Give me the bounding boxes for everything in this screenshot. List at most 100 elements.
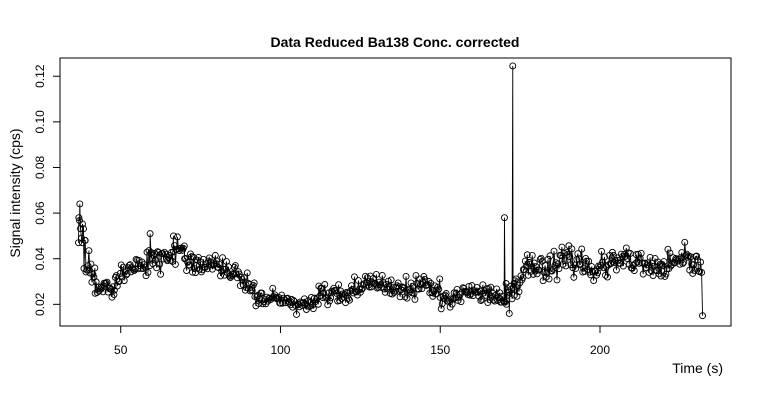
data-point (641, 259, 649, 267)
data-point (507, 285, 515, 293)
data-point (145, 247, 153, 254)
data-point (465, 282, 473, 290)
data-point (533, 270, 541, 278)
data-point (540, 268, 548, 276)
data-point (228, 270, 236, 278)
data-point (612, 266, 620, 274)
data-point (258, 289, 266, 297)
data-point (180, 242, 188, 250)
data-point (77, 225, 84, 233)
data-point (521, 257, 529, 265)
data-point (423, 281, 431, 289)
data-point (481, 287, 489, 295)
y-tick-label: 0.10 (33, 110, 47, 134)
data-point (640, 260, 648, 268)
data-point (171, 260, 179, 268)
data-point (102, 279, 110, 287)
data-point (182, 254, 190, 262)
data-point (568, 245, 576, 253)
data-point (189, 268, 196, 276)
data-point (139, 265, 147, 273)
data-point (122, 271, 130, 279)
data-point (354, 277, 362, 285)
data-point (378, 272, 386, 279)
data-point (574, 250, 582, 258)
data-point (691, 266, 699, 274)
data-point (698, 269, 706, 276)
data-point (141, 263, 149, 271)
data-point (292, 301, 299, 309)
data-point (509, 62, 517, 70)
data-point (583, 257, 591, 265)
data-point (248, 287, 256, 294)
data-point (156, 260, 164, 268)
data-point (314, 300, 322, 308)
data-point (485, 285, 493, 293)
data-point (679, 259, 687, 267)
data-point (631, 260, 639, 268)
data-point (154, 248, 162, 256)
data-point (541, 262, 549, 269)
data-point (144, 268, 152, 276)
data-point (91, 264, 99, 272)
data-point (109, 283, 117, 291)
data-point (693, 252, 701, 260)
data-point (284, 294, 292, 302)
data-point (433, 290, 441, 298)
data-point (553, 276, 561, 284)
data-point (99, 288, 107, 296)
data-point (87, 260, 95, 268)
data-point (212, 260, 220, 268)
data-point (299, 302, 306, 309)
data-point (682, 251, 690, 259)
data-point (326, 297, 334, 305)
data-point (411, 295, 419, 303)
data-point (629, 262, 637, 269)
data-point (86, 269, 94, 277)
data-point (580, 264, 588, 272)
data-point (425, 278, 433, 285)
data-point (157, 270, 165, 278)
data-point (590, 277, 598, 285)
data-point (255, 300, 263, 307)
data-point (578, 245, 586, 253)
data-point (604, 273, 611, 281)
data-point (143, 248, 151, 256)
data-point (412, 272, 420, 280)
x-axis-label: Time (s) (672, 360, 723, 376)
data-point (552, 259, 560, 267)
y-tick-label: 0.02 (33, 292, 47, 316)
y-tick-label: 0.06 (33, 201, 47, 225)
data-point (673, 255, 681, 263)
data-point (561, 257, 569, 265)
data-point (346, 296, 353, 304)
x-tick-label: 150 (430, 343, 450, 357)
data-point (477, 297, 485, 304)
data-point (537, 254, 545, 262)
data-point (381, 288, 389, 296)
x-tick-label: 200 (590, 343, 610, 357)
data-point (487, 283, 495, 291)
data-point (607, 260, 614, 268)
data-point (343, 288, 350, 296)
data-point (312, 296, 320, 304)
data-point (402, 272, 410, 280)
data-point (630, 267, 638, 275)
data-point (592, 267, 600, 275)
data-point (662, 270, 670, 278)
data-point (230, 263, 238, 271)
data-point (348, 282, 355, 290)
data-point (435, 285, 443, 293)
data-point (130, 267, 138, 275)
data-point (528, 252, 536, 259)
y-axis: 0.02 0.04 0.06 0.08 0.10 0.12 (33, 64, 60, 316)
data-point (437, 305, 445, 313)
data-point (501, 214, 508, 222)
data-point (101, 280, 109, 288)
data-point (525, 258, 533, 266)
data-point (523, 251, 531, 259)
data-point (160, 255, 168, 263)
data-point (564, 250, 572, 258)
data-point (329, 288, 337, 296)
y-axis-label: Signal intensity (cps) (7, 128, 23, 257)
